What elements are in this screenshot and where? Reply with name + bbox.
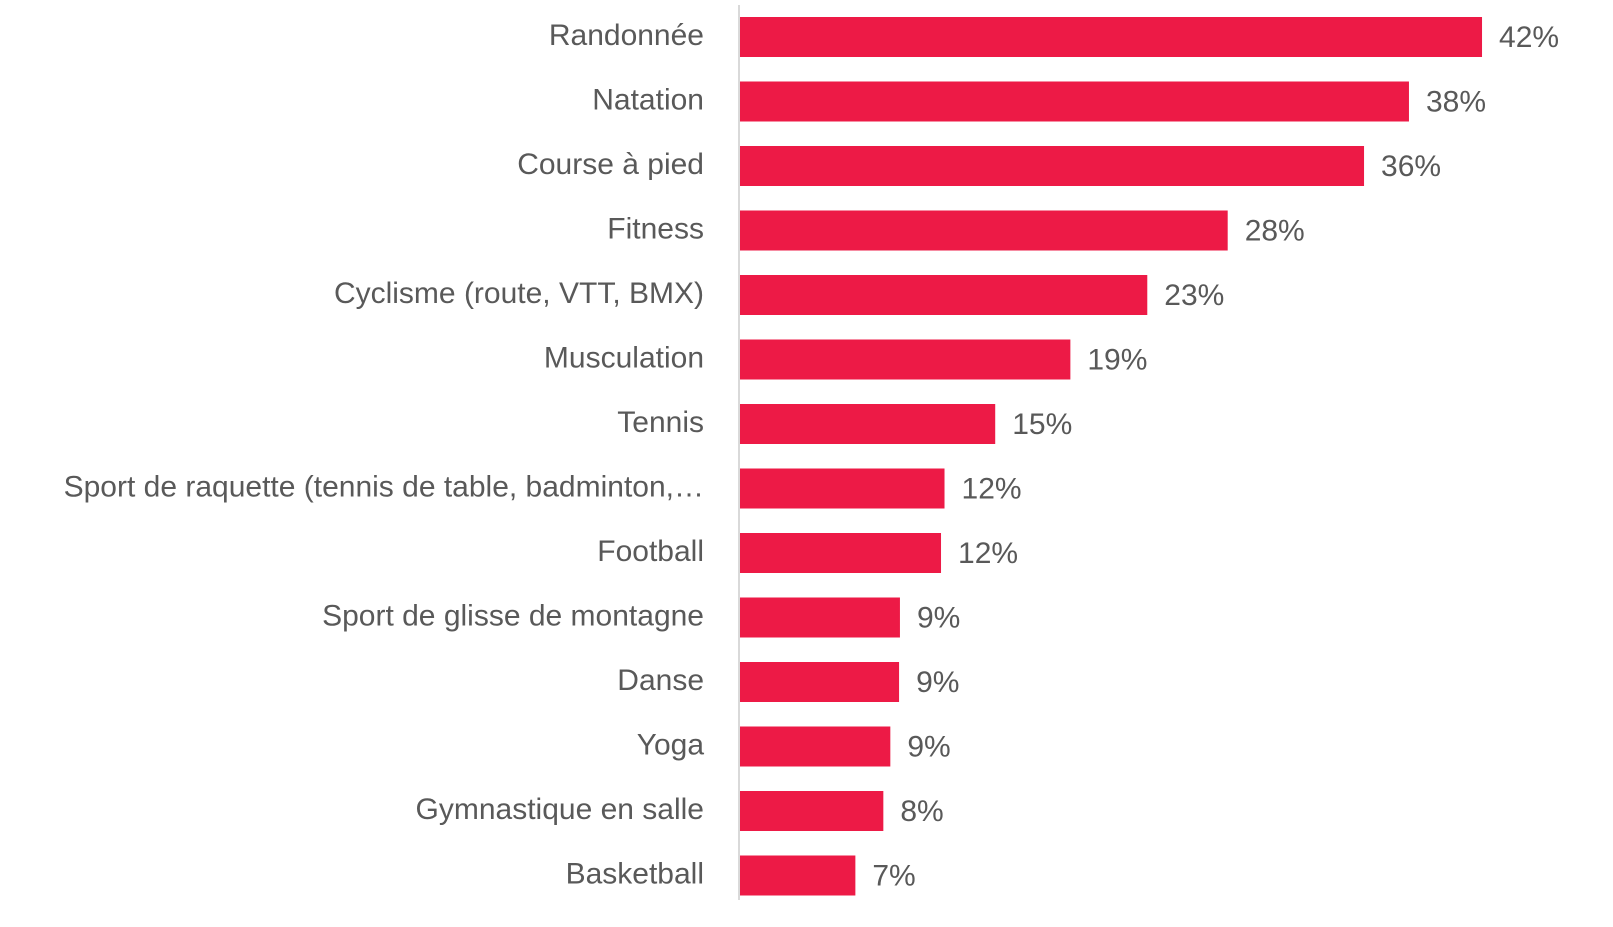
bar bbox=[740, 404, 996, 444]
category-label: Sport de glisse de montagne bbox=[322, 599, 704, 632]
bar bbox=[740, 597, 900, 638]
bar bbox=[740, 81, 1409, 122]
category-label: Randonnée bbox=[549, 19, 704, 52]
category-label: Danse bbox=[617, 664, 704, 697]
category-label: Natation bbox=[592, 83, 704, 116]
value-label: 23% bbox=[1164, 279, 1224, 312]
value-label: 9% bbox=[917, 601, 960, 634]
value-label: 9% bbox=[916, 666, 959, 699]
category-label: Gymnastique en salle bbox=[416, 793, 705, 826]
category-label: Yoga bbox=[637, 728, 705, 761]
value-label: 42% bbox=[1499, 21, 1559, 54]
bar bbox=[740, 726, 891, 767]
category-label: Sport de raquette (tennis de table, badm… bbox=[64, 470, 704, 503]
category-label: Fitness bbox=[607, 212, 704, 245]
category-label: Cyclisme (route, VTT, BMX) bbox=[334, 277, 704, 310]
bar bbox=[740, 146, 1365, 186]
value-label: 8% bbox=[900, 795, 943, 828]
bar bbox=[740, 17, 1483, 57]
category-label: Football bbox=[597, 535, 704, 568]
value-label: 12% bbox=[962, 472, 1022, 505]
category-label: Course à pied bbox=[517, 148, 704, 181]
value-label: 36% bbox=[1381, 150, 1441, 183]
bar bbox=[740, 533, 942, 573]
value-label: 19% bbox=[1087, 343, 1147, 376]
category-label: Basketball bbox=[566, 857, 704, 890]
bar bbox=[740, 275, 1148, 315]
bar bbox=[740, 468, 945, 509]
category-label: Musculation bbox=[544, 341, 704, 374]
bar bbox=[740, 339, 1071, 380]
value-label: 38% bbox=[1426, 85, 1486, 118]
value-label: 9% bbox=[907, 730, 950, 763]
bar bbox=[740, 855, 856, 896]
category-label: Tennis bbox=[617, 406, 704, 439]
value-label: 7% bbox=[872, 859, 915, 892]
bar bbox=[740, 662, 900, 702]
bar bbox=[740, 210, 1228, 251]
value-label: 12% bbox=[958, 537, 1018, 570]
value-label: 15% bbox=[1012, 408, 1072, 441]
value-label: 28% bbox=[1245, 214, 1305, 247]
bar bbox=[740, 791, 884, 831]
